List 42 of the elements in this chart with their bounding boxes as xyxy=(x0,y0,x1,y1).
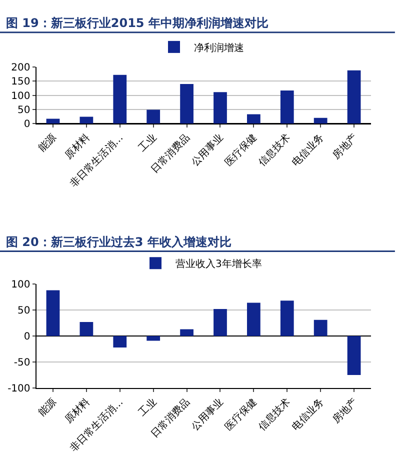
x-tick-label: 原材料 xyxy=(62,132,92,162)
bar xyxy=(314,320,328,336)
x-tick-label: 房地产 xyxy=(330,132,360,162)
bar xyxy=(214,92,227,124)
bar xyxy=(46,118,60,124)
bar xyxy=(146,110,160,124)
y-tick-label: 100 xyxy=(11,90,30,102)
bar xyxy=(247,114,260,124)
y-tick-label: -100 xyxy=(8,384,30,394)
y-tick-label: 200 xyxy=(11,62,30,74)
bar xyxy=(80,322,94,336)
bar xyxy=(347,336,361,375)
bar xyxy=(113,74,127,124)
bar xyxy=(180,329,194,336)
x-tick-label: 原材料 xyxy=(62,396,92,426)
bar xyxy=(214,308,227,336)
y-tick-label: 150 xyxy=(11,76,30,88)
chart-title: 图 19：新三板行业2015 年中期净利润增速对比 xyxy=(6,16,268,30)
y-tick-label: 0 xyxy=(24,332,30,343)
chart-title: 图 20：新三板行业过去3 年收入增速对比 xyxy=(6,235,232,249)
x-tick-label: 房地产 xyxy=(330,396,360,426)
bar xyxy=(280,90,294,124)
bar xyxy=(146,336,160,341)
bar xyxy=(180,84,194,124)
y-tick-label: 100 xyxy=(11,280,30,291)
y-tick-label: -50 xyxy=(14,358,30,369)
x-tick-label: 工业 xyxy=(136,396,159,419)
bar xyxy=(80,116,94,124)
x-tick-label: 能源 xyxy=(36,132,59,154)
y-tick-label: 50 xyxy=(18,104,30,116)
y-tick-label: 0 xyxy=(24,119,30,130)
bar xyxy=(314,118,328,124)
legend-label: 营业收入3年增长率 xyxy=(176,258,262,270)
legend-label: 净利润增速 xyxy=(194,42,244,54)
bar xyxy=(347,70,361,124)
bar xyxy=(113,336,127,348)
bar xyxy=(46,290,60,336)
x-tick-label: 工业 xyxy=(136,132,159,154)
bar xyxy=(247,302,260,336)
bar xyxy=(280,300,294,336)
y-tick-label: 50 xyxy=(18,306,30,317)
x-tick-label: 能源 xyxy=(36,396,59,419)
